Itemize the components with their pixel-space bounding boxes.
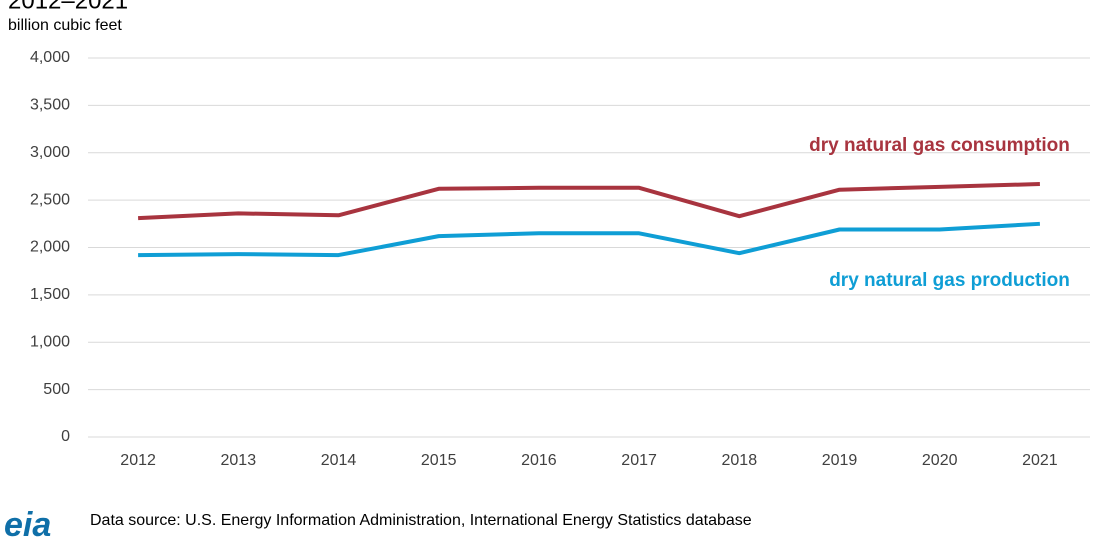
series-line: [138, 182, 1040, 221]
y-tick-label: 500: [43, 381, 70, 398]
y-tick-label: 3,500: [30, 97, 70, 114]
y-tick-label: 1,000: [30, 333, 70, 350]
x-tick-label: 2019: [822, 452, 858, 469]
y-tick-label: 4,000: [30, 49, 70, 66]
x-tick-label: 2015: [421, 452, 457, 469]
x-tick-label: 2012: [120, 452, 156, 469]
x-tick-label: 2016: [521, 452, 557, 469]
axis-unit: billion cubic feet: [8, 17, 122, 34]
y-tick-label: 2,500: [30, 191, 70, 208]
x-tick-label: 2020: [922, 452, 958, 469]
series-label: dry natural gas production: [829, 270, 1070, 291]
series-line: [138, 221, 1041, 258]
y-tick-label: 2,000: [30, 239, 70, 256]
y-tick-label: 3,000: [30, 144, 70, 161]
y-tick-label: 0: [61, 428, 70, 445]
x-tick-label: 2013: [221, 452, 257, 469]
series-label: dry natural gas consumption: [809, 135, 1070, 156]
x-tick-label: 2021: [1022, 452, 1058, 469]
y-tick-label: 1,500: [30, 286, 70, 303]
x-tick-label: 2014: [321, 452, 357, 469]
x-tick-label: 2018: [722, 452, 758, 469]
x-tick-label: 2017: [621, 452, 657, 469]
chart-title: 2012–2021: [8, 0, 128, 14]
logo: eia: [4, 506, 51, 540]
source-note: Data source: U.S. Energy Information Adm…: [90, 512, 752, 529]
